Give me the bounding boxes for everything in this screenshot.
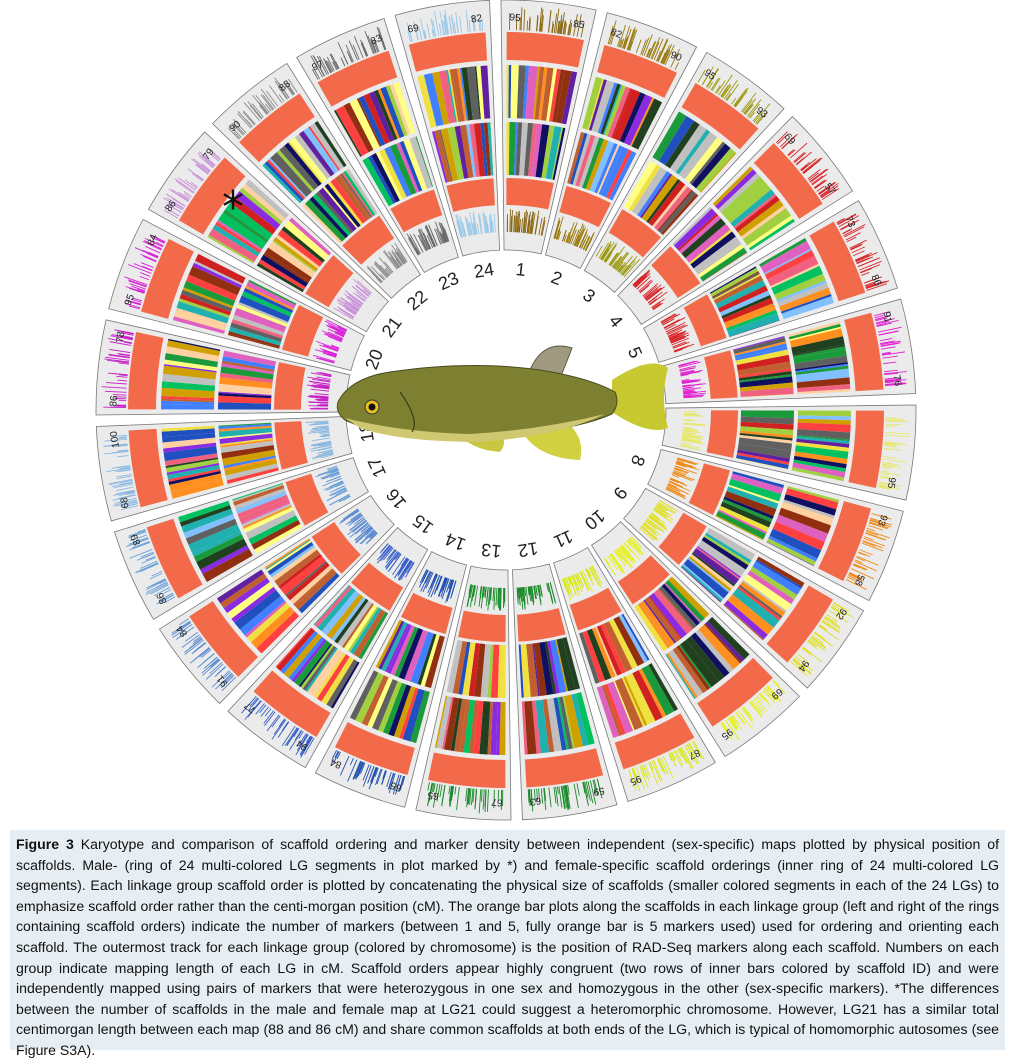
inner-marker-count-bar xyxy=(458,611,505,642)
lg-number-label: 4 xyxy=(605,311,627,331)
lg-cm-label-start: 69 xyxy=(407,23,420,36)
lg-cm-label-end: 78 xyxy=(115,331,127,344)
outer-marker-tick xyxy=(113,395,127,396)
lg-cm-label-start: 67 xyxy=(491,796,504,808)
lg-number-label: 8 xyxy=(627,452,649,469)
lg-cm-label-end: 82 xyxy=(470,13,483,26)
lg-cm-label-end: 63 xyxy=(529,794,542,807)
male-map-asterisk: * xyxy=(222,182,244,233)
caption-text: Karyotype and comparison of scaffold ord… xyxy=(16,836,999,1058)
lg-number-label: 23 xyxy=(435,268,461,294)
outer-marker-tick xyxy=(886,420,904,421)
lg-number-label: 3 xyxy=(579,285,599,307)
caption-label: Figure 3 xyxy=(16,836,74,852)
lg-number-label: 5 xyxy=(624,344,646,361)
inner-marker-tick xyxy=(317,401,328,402)
outer-marker-tick xyxy=(527,21,528,31)
inner-marker-tick xyxy=(519,225,520,232)
karyotype-circos-figure: 8595908293955769867376919558939492956995… xyxy=(0,0,1015,825)
inner-marker-tick xyxy=(500,588,501,610)
lg-cm-label-start: 68 xyxy=(119,496,132,509)
lg-number-label: 14 xyxy=(442,529,468,555)
lg-cm-label-start: 95 xyxy=(509,12,522,24)
lg-number-label: 20 xyxy=(361,346,387,372)
lg-number-label: 22 xyxy=(403,286,431,314)
lg-number-label: 15 xyxy=(409,510,437,538)
lg-cm-label-end: 95 xyxy=(885,477,897,490)
male-scaffold-segment xyxy=(500,702,506,755)
lg-cm-label-start: 91 xyxy=(880,311,893,324)
lg-cm-label-end: 76 xyxy=(890,374,903,387)
lg-number-label: 21 xyxy=(378,313,406,341)
lg-cm-label-start: 59 xyxy=(592,784,605,797)
outer-marker-tick xyxy=(886,424,902,425)
inner-marker-count-bar xyxy=(707,410,738,457)
lg-number-label: 9 xyxy=(609,483,631,503)
lg-number-label: 16 xyxy=(382,485,410,513)
lg-number-label: 24 xyxy=(472,259,495,282)
male-scaffold-segment xyxy=(798,411,851,417)
lg-number-label: 10 xyxy=(581,506,609,534)
lg-number-label: 2 xyxy=(548,267,565,289)
lg-cm-label-end: 65 xyxy=(427,789,440,801)
lg-number-label: 12 xyxy=(517,538,540,561)
inner-marker-count-bar xyxy=(506,178,553,209)
inner-marker-count-bar xyxy=(274,362,305,409)
inner-marker-tick xyxy=(684,416,703,417)
lg-cm-label-end: 85 xyxy=(573,19,586,31)
male-scaffold-segment xyxy=(161,404,214,409)
lg-number-label: 17 xyxy=(364,454,390,480)
lg-number-label: 1 xyxy=(515,259,527,280)
figure-caption: Figure 3 Karyotype and comparison of sca… xyxy=(10,830,1005,1050)
lg-cm-label-start: 86 xyxy=(108,395,120,408)
fish-illustration xyxy=(337,346,668,460)
lg-number-label: 13 xyxy=(480,539,502,561)
lg-number-label: 11 xyxy=(551,526,576,552)
